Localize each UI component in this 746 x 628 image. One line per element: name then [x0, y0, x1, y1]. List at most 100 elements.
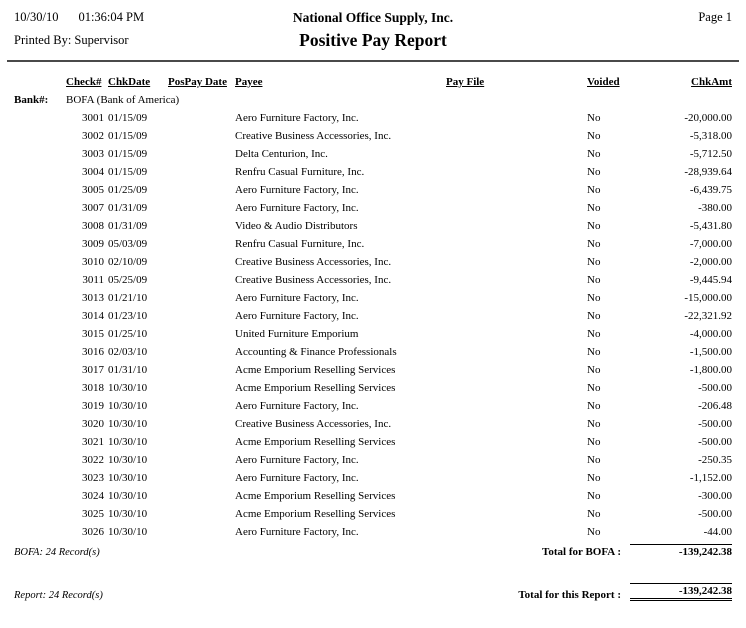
check-amount: -300.00 — [698, 490, 732, 502]
voided-flag: No — [587, 526, 601, 538]
check-amount: -500.00 — [698, 436, 732, 448]
print-time: 01:36:04 PM — [78, 10, 145, 24]
check-number: 3020 — [82, 418, 104, 430]
payee-name: Aero Furniture Factory, Inc. — [235, 310, 359, 322]
voided-flag: No — [587, 166, 601, 178]
bank-number-label: Bank#: — [14, 94, 49, 106]
check-number: 3010 — [82, 256, 104, 268]
row-indent-spacer — [14, 451, 66, 469]
voided-flag: No — [587, 472, 601, 484]
check-amount: -4,000.00 — [689, 328, 732, 340]
row-indent-spacer — [14, 271, 66, 289]
check-number: 3003 — [82, 148, 104, 160]
voided-flag: No — [587, 508, 601, 520]
check-date: 10/30/10 — [108, 526, 148, 538]
pospay-date — [168, 289, 235, 307]
check-number: 3017 — [82, 364, 104, 376]
row-indent-spacer — [14, 379, 66, 397]
check-date: 01/23/10 — [108, 310, 148, 322]
payee-name: United Furniture Emporium — [235, 328, 359, 340]
payee-name: Acme Emporium Reselling Services — [235, 436, 396, 448]
check-amount: -20,000.00 — [684, 112, 732, 124]
report-header: 10/30/10 01:36:04 PM Printed By: Supervis… — [14, 10, 732, 51]
voided-flag: No — [587, 184, 601, 196]
check-number: 3022 — [82, 454, 104, 466]
table-row: 3005 01/25/09 Aero Furniture Factory, Inc.… — [14, 181, 732, 199]
table-row: 3026 10/30/10 Aero Furniture Factory, Inc.… — [14, 523, 732, 541]
pay-file — [446, 469, 587, 487]
table-row: 3002 01/15/09 Creative Business Accessorie… — [14, 127, 732, 145]
check-date: 01/25/09 — [108, 184, 148, 196]
check-amount: -5,318.00 — [689, 130, 732, 142]
pospay-date — [168, 109, 235, 127]
pospay-date — [168, 505, 235, 523]
check-number: 3007 — [82, 202, 104, 214]
header-center: National Office Supply, Inc. Positive Pa… — [239, 10, 507, 51]
table-row: 3021 10/30/10 Acme Emporium Reselling Serv… — [14, 433, 732, 451]
payee-name: Aero Furniture Factory, Inc. — [235, 112, 359, 124]
table-row: 3003 01/15/09 Delta Centurion, Inc. No -5,71… — [14, 145, 732, 163]
table-row: 3017 01/31/10 Acme Emporium Reselling Serv… — [14, 361, 732, 379]
voided-flag: No — [587, 238, 601, 250]
bank-name: BOFA (Bank of America) — [66, 94, 180, 106]
check-date: 10/30/10 — [108, 400, 148, 412]
table-header-row: Check# ChkDate PosPay Date Payee Pay Fil… — [14, 74, 732, 90]
pay-file — [446, 199, 587, 217]
check-amount: -500.00 — [698, 382, 732, 394]
check-amount: -9,445.94 — [689, 274, 732, 286]
voided-flag: No — [587, 436, 601, 448]
check-date: 10/30/10 — [108, 382, 148, 394]
check-number: 3025 — [82, 508, 104, 520]
column-header-chkamt: ChkAmt — [691, 76, 732, 88]
row-indent-spacer — [14, 163, 66, 181]
payee-name: Accounting & Finance Professionals — [235, 346, 397, 358]
row-indent-spacer — [14, 523, 66, 541]
column-header-check: Check# — [66, 76, 102, 88]
check-amount: -250.35 — [698, 454, 732, 466]
pay-file — [446, 433, 587, 451]
check-date: 10/30/10 — [108, 490, 148, 502]
pospay-date — [168, 343, 235, 361]
check-number: 3011 — [82, 274, 104, 286]
pospay-date — [168, 325, 235, 343]
payee-name: Delta Centurion, Inc. — [235, 148, 328, 160]
voided-flag: No — [587, 418, 601, 430]
payee-name: Renfru Casual Furniture, Inc. — [235, 166, 365, 178]
table-row: 3013 01/21/10 Aero Furniture Factory, Inc.… — [14, 289, 732, 307]
voided-flag: No — [587, 490, 601, 502]
pay-file — [446, 325, 587, 343]
check-date: 01/15/09 — [108, 130, 148, 142]
table-row: 3008 01/31/09 Video & Audio Distributors No… — [14, 217, 732, 235]
table-row: 3025 10/30/10 Acme Emporium Reselling Serv… — [14, 505, 732, 523]
check-number: 3021 — [82, 436, 104, 448]
check-amount: -2,000.00 — [689, 256, 732, 268]
check-date: 05/25/09 — [108, 274, 148, 286]
payee-name: Aero Furniture Factory, Inc. — [235, 202, 359, 214]
check-number: 3016 — [82, 346, 104, 358]
pay-file — [446, 235, 587, 253]
voided-flag: No — [587, 256, 601, 268]
row-indent-spacer — [14, 505, 66, 523]
pay-file — [446, 379, 587, 397]
check-number: 3001 — [82, 112, 104, 124]
report-total-group: Total for this Report : -139,242.38 — [518, 583, 732, 601]
pay-file — [446, 217, 587, 235]
table-row: 3001 01/15/09 Aero Furniture Factory, Inc.… — [14, 109, 732, 127]
pospay-date — [168, 361, 235, 379]
row-indent-spacer — [14, 307, 66, 325]
pospay-date — [168, 379, 235, 397]
report-total-amount: -139,242.38 — [630, 583, 732, 601]
voided-flag: No — [587, 220, 601, 232]
payee-name: Acme Emporium Reselling Services — [235, 382, 396, 394]
pay-file — [446, 181, 587, 199]
voided-flag: No — [587, 292, 601, 304]
pay-file — [446, 109, 587, 127]
payee-name: Acme Emporium Reselling Services — [235, 364, 396, 376]
pospay-date — [168, 127, 235, 145]
bank-total-amount: -139,242.38 — [630, 544, 732, 558]
voided-flag: No — [587, 364, 601, 376]
check-number: 3024 — [82, 490, 104, 502]
bank-total-group: Total for BOFA : -139,242.38 — [542, 544, 732, 558]
check-amount: -15,000.00 — [684, 292, 732, 304]
column-header-voided: Voided — [587, 76, 620, 88]
